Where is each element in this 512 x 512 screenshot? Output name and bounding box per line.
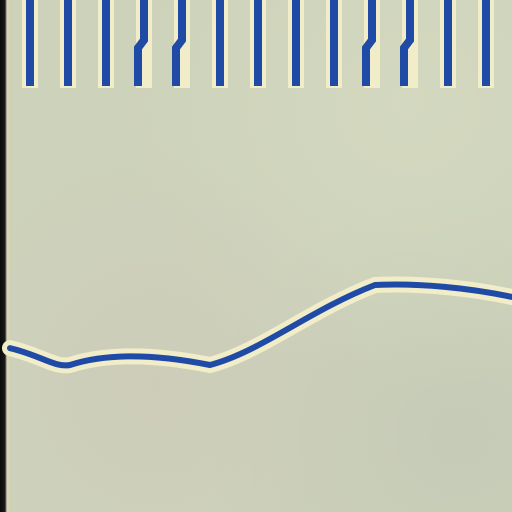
pulse-line (400, 0, 414, 86)
left-edge-bar (0, 0, 12, 512)
pulse-train (22, 0, 494, 88)
pulse-line (172, 0, 186, 86)
waveform (2, 276, 512, 374)
pulse-line (362, 0, 376, 86)
waveform-halo (2, 276, 512, 374)
pulse-line (134, 0, 148, 86)
waveform-line (7, 281, 512, 369)
